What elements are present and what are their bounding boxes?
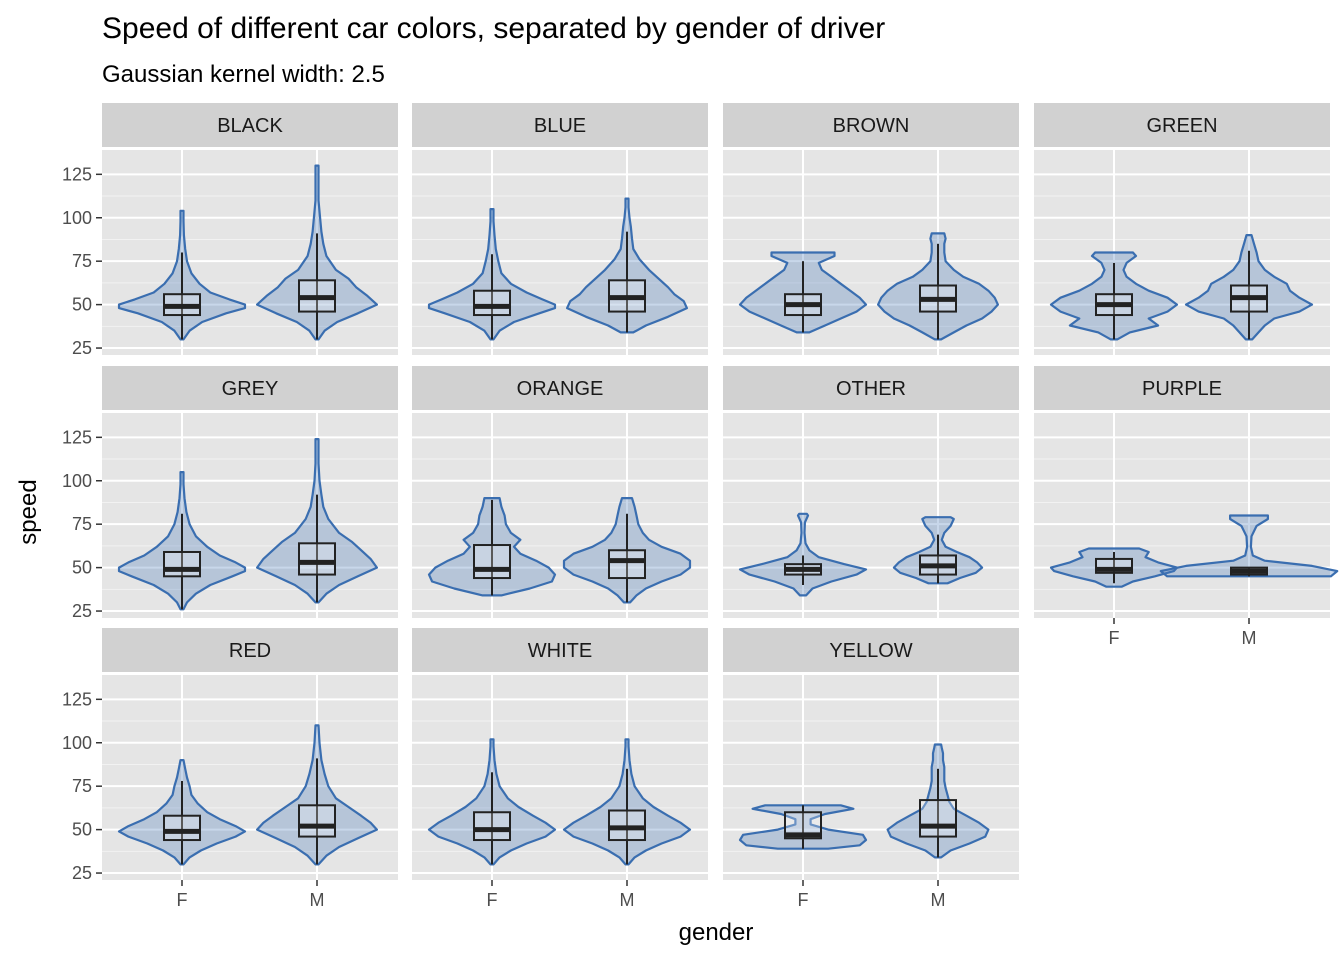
panel-bg-green — [1034, 150, 1330, 355]
x-tick-label: F — [798, 890, 809, 910]
x-tick-label: M — [620, 890, 635, 910]
x-tick-label: M — [931, 890, 946, 910]
strip-label-yellow: YELLOW — [829, 640, 912, 662]
y-axis-title: speed — [15, 479, 42, 544]
panel-bg-yellow — [723, 675, 1019, 880]
strip-label-blue: BLUE — [534, 115, 586, 137]
violin-purple-m — [1159, 514, 1339, 578]
y-tick-label: 25 — [72, 863, 92, 883]
box-red-m — [298, 804, 336, 838]
box-red-f — [163, 814, 201, 842]
strip-purple — [1034, 366, 1330, 410]
panel-bg-red — [102, 675, 398, 880]
x-axis-title: gender — [679, 919, 754, 946]
y-tick-label: 25 — [72, 601, 92, 621]
y-tick-label: 100 — [62, 471, 92, 491]
y-tick-label: 25 — [72, 338, 92, 358]
strip-label-orange: ORANGE — [517, 378, 604, 400]
box-orange-f — [473, 544, 511, 580]
panel-bg-purple — [1034, 413, 1330, 618]
strip-label-red: RED — [229, 640, 271, 662]
panel-bg-blue — [412, 150, 708, 355]
strip-label-white: WHITE — [528, 640, 592, 662]
strip-grey — [102, 366, 398, 410]
facet-green: GREEN — [1034, 103, 1330, 355]
facet-grey: GREY 25 50 75 100 125 — [62, 366, 398, 621]
facet-black: BLACK 25 50 75 100 125 — [62, 103, 398, 358]
y-tick-label: 125 — [62, 427, 92, 447]
strip-label-grey: GREY — [222, 378, 279, 400]
strip-label-purple: PURPLE — [1142, 378, 1222, 400]
box-white-m — [608, 809, 646, 842]
chart-title: Speed of different car colors, separated… — [102, 12, 885, 45]
y-tick-label: 50 — [72, 820, 92, 840]
strip-orange — [412, 366, 708, 410]
facet-brown: BROWN — [723, 103, 1019, 355]
box-blue-f — [473, 289, 511, 317]
violin-other-f — [738, 512, 868, 597]
x-tick-label: M — [310, 890, 325, 910]
box-grey-f — [163, 550, 201, 578]
y-tick-label: 100 — [62, 733, 92, 753]
y-tick-label: 125 — [62, 689, 92, 709]
strip-black — [102, 103, 398, 147]
x-tick-label: F — [1109, 628, 1120, 648]
panel-bg-grey — [102, 413, 398, 618]
facet-other: OTHER — [723, 366, 1019, 618]
box-grey-m — [298, 542, 336, 576]
facet-panels: BLACK 25 50 75 100 125 BLUE BROWN GREEN GREY 25 50 7… — [62, 103, 1339, 910]
strip-brown — [723, 103, 1019, 147]
strip-green — [1034, 103, 1330, 147]
facet-red: RED 25 50 75 100 125 F M — [62, 628, 398, 910]
y-tick-label: 50 — [72, 558, 92, 578]
strip-label-black: BLACK — [217, 115, 283, 137]
facet-purple: PURPLE F M — [1034, 366, 1339, 648]
facet-yellow: YELLOW F M — [723, 628, 1019, 910]
box-white-f — [473, 811, 511, 842]
y-tick-label: 75 — [72, 251, 92, 271]
panel-bg-brown — [723, 150, 1019, 355]
strip-white — [412, 628, 708, 672]
strip-other — [723, 366, 1019, 410]
strip-yellow — [723, 628, 1019, 672]
strip-red — [102, 628, 398, 672]
x-tick-label: F — [487, 890, 498, 910]
y-tick-label: 100 — [62, 208, 92, 228]
box-orange-m — [608, 549, 646, 580]
chart-subtitle: Gaussian kernel width: 2.5 — [102, 61, 385, 88]
y-tick-label: 75 — [72, 776, 92, 796]
y-tick-label: 75 — [72, 514, 92, 534]
panel-bg-white — [412, 675, 708, 880]
facet-blue: BLUE — [412, 103, 708, 355]
panel-bg-other — [723, 413, 1019, 618]
box-yellow-m — [919, 799, 957, 838]
y-tick-label: 50 — [72, 295, 92, 315]
facet-orange: ORANGE — [412, 366, 708, 618]
y-tick-label: 125 — [62, 164, 92, 184]
x-tick-label: M — [1242, 628, 1257, 648]
x-tick-label: F — [177, 890, 188, 910]
panel-bg-black — [102, 150, 398, 355]
strip-label-green: GREEN — [1146, 115, 1217, 137]
strip-blue — [412, 103, 708, 147]
strip-label-other: OTHER — [836, 378, 906, 400]
facet-white: WHITE F M — [412, 628, 708, 910]
strip-label-brown: BROWN — [833, 115, 910, 137]
